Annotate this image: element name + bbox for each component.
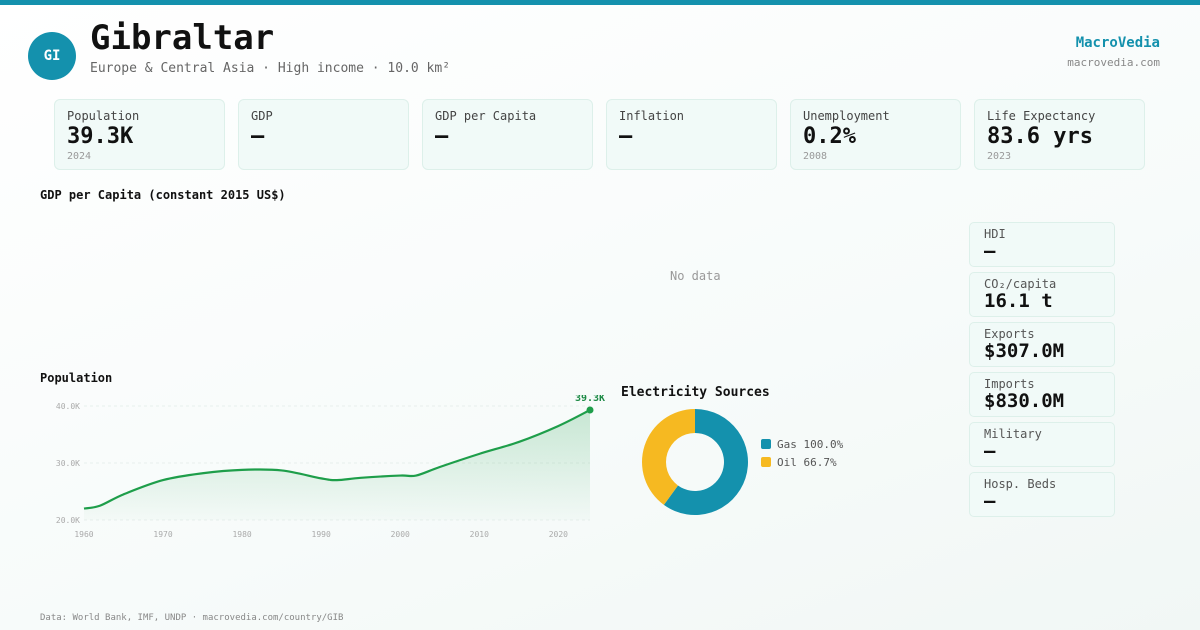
side-metric-hospital-beds: Hosp. Beds — bbox=[969, 472, 1115, 517]
legend-swatch-gas bbox=[761, 439, 771, 449]
side-metric-imports: Imports $830.0M bbox=[969, 372, 1115, 417]
side-metric-value: — bbox=[984, 440, 996, 462]
page-subtitle: Europe & Central Asia · High income · 10… bbox=[90, 61, 451, 76]
population-line bbox=[83, 409, 591, 510]
brand-url-link[interactable]: macrovedia.com bbox=[1067, 56, 1160, 69]
country-avatar: GI bbox=[28, 32, 76, 80]
x-tick-label: 2000 bbox=[391, 530, 410, 539]
stat-card-inflation: Inflation — bbox=[606, 99, 777, 170]
electricity-legend: Gas 100.0% Oil 66.7% bbox=[761, 435, 843, 471]
gdp-no-data-message: No data bbox=[670, 269, 721, 283]
page-title: Gibraltar bbox=[90, 18, 275, 58]
side-metric-value: $830.0M bbox=[984, 390, 1065, 412]
stat-card-population: Population 39.3K 2024 bbox=[54, 99, 225, 170]
stat-value: 83.6 yrs bbox=[987, 124, 1093, 149]
stat-label: Unemployment bbox=[803, 109, 890, 123]
stat-card-unemployment: Unemployment 0.2% 2008 bbox=[790, 99, 961, 170]
y-tick-label: 30.0K bbox=[56, 459, 80, 468]
brand-link[interactable]: MacroVedia bbox=[1075, 35, 1160, 51]
side-metric-value: 16.1 t bbox=[984, 290, 1053, 312]
population-chart-title: Population bbox=[40, 371, 113, 385]
x-tick-label: 2010 bbox=[470, 530, 489, 539]
stat-label: Life Expectancy bbox=[987, 109, 1096, 123]
footer-source: Data: World Bank, IMF, UNDP · macrovedia… bbox=[40, 613, 344, 623]
x-tick-label: 1980 bbox=[232, 530, 251, 539]
stat-card-gdp: GDP — bbox=[238, 99, 409, 170]
stat-year: 2024 bbox=[67, 151, 92, 162]
x-tick-label: 1970 bbox=[153, 530, 172, 539]
stat-value: — bbox=[435, 124, 449, 149]
side-metric-co2: CO₂/capita 16.1 t bbox=[969, 272, 1115, 317]
side-metric-label: Exports bbox=[984, 327, 1035, 341]
side-metric-value: — bbox=[984, 240, 996, 262]
stat-year: 2008 bbox=[803, 151, 828, 162]
stat-year: 2023 bbox=[987, 151, 1012, 162]
donut-slice-oil bbox=[642, 409, 695, 505]
stat-label: Population bbox=[67, 109, 140, 123]
stat-label: Inflation bbox=[619, 109, 685, 123]
side-metric-label: Military bbox=[984, 427, 1042, 441]
side-metric-military: Military — bbox=[969, 422, 1115, 467]
legend-item-gas: Gas 100.0% bbox=[761, 435, 843, 453]
stat-label: GDP bbox=[251, 109, 273, 123]
side-metric-label: Imports bbox=[984, 377, 1035, 391]
population-last-point bbox=[586, 406, 594, 414]
side-metric-value: $307.0M bbox=[984, 340, 1065, 362]
side-metric-label: Hosp. Beds bbox=[984, 477, 1057, 491]
side-metric-exports: Exports $307.0M bbox=[969, 322, 1115, 367]
stat-label: GDP per Capita bbox=[435, 109, 537, 123]
stat-card-life-expectancy: Life Expectancy 83.6 yrs 2023 bbox=[974, 99, 1145, 170]
x-tick-label: 1990 bbox=[312, 530, 331, 539]
donut-slice-gas bbox=[663, 409, 748, 515]
y-tick-label: 20.0K bbox=[56, 516, 80, 525]
electricity-chart-title: Electricity Sources bbox=[621, 385, 770, 400]
x-tick-label: 1960 bbox=[74, 530, 93, 539]
side-metric-hdi: HDI — bbox=[969, 222, 1115, 267]
x-tick-label: 2020 bbox=[549, 530, 568, 539]
stat-value: — bbox=[619, 124, 633, 149]
gdp-chart-title: GDP per Capita (constant 2015 US$) bbox=[40, 188, 286, 202]
side-metric-value: — bbox=[984, 490, 996, 512]
side-metric-label: HDI bbox=[984, 227, 1006, 241]
stat-value: — bbox=[251, 124, 265, 149]
population-chart: 20.0K 30.0K 40.0K 1960 1970 1980 1990 2000 2010 2… bbox=[56, 395, 605, 539]
side-metric-label: CO₂/capita bbox=[984, 277, 1057, 291]
legend-label-oil: Oil 66.7% bbox=[777, 455, 837, 469]
legend-item-oil: Oil 66.7% bbox=[761, 453, 843, 471]
population-area bbox=[84, 409, 590, 520]
stat-value: 39.3K bbox=[67, 124, 134, 149]
stat-value: 0.2% bbox=[803, 124, 856, 149]
legend-label-gas: Gas 100.0% bbox=[777, 437, 844, 451]
y-tick-label: 40.0K bbox=[56, 402, 80, 411]
electricity-donut-chart bbox=[642, 409, 748, 515]
legend-swatch-oil bbox=[761, 457, 771, 467]
top-accent-bar bbox=[0, 0, 1200, 5]
stat-card-gdp-per-capita: GDP per Capita — bbox=[422, 99, 593, 170]
population-last-value-label: 39.3K bbox=[575, 395, 605, 404]
